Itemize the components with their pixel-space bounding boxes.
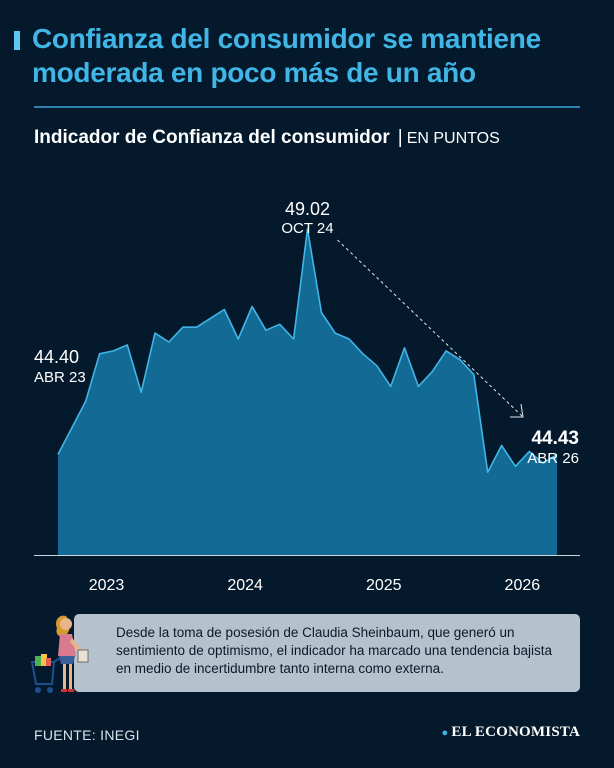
annotation-end-date: ABR 26: [527, 450, 579, 467]
headline: Confianza del consumidor se mantiene mod…: [32, 23, 541, 88]
chart-title: Indicador de Confianza del consumidor: [34, 127, 390, 148]
x-tick-label: 2025: [366, 577, 402, 594]
globe-icon: ●: [441, 727, 449, 739]
source-note: FUENTE: INEGI: [34, 727, 140, 743]
header-divider: [34, 106, 580, 108]
title-separator: |: [397, 127, 403, 148]
x-tick-label: 2024: [227, 577, 263, 594]
callout-text: Desde la toma de posesión de Claudia She…: [116, 625, 553, 676]
trend-arrow-head: [510, 403, 524, 418]
brand-logo: ● EL ECONOMISTA: [442, 724, 580, 741]
annotation-start-value: 44.40: [34, 347, 79, 367]
trend-arrow-line: [337, 239, 523, 417]
annotation-peak-value: 49.02: [285, 199, 330, 219]
x-tick-label: 2023: [89, 577, 125, 594]
annotation-peak-date: OCT 24: [281, 220, 333, 237]
headline-accent-bar: [14, 31, 20, 50]
series-area: [58, 229, 557, 555]
annotation-start-date: ABR 23: [34, 369, 86, 386]
annotation-end-value: 44.43: [531, 428, 579, 449]
x-tick-label: 2026: [505, 577, 541, 594]
chart-unit: EN PUNTOS: [406, 130, 500, 147]
context-callout: Desde la toma de posesión de Claudia She…: [74, 614, 580, 692]
shopper-icon: [30, 615, 89, 693]
chart-subtitle: Indicador de Confianza del consumidor | EN…: [34, 126, 500, 151]
series-line: [57, 228, 558, 473]
brand-name: EL ECONOMISTA: [451, 724, 580, 740]
